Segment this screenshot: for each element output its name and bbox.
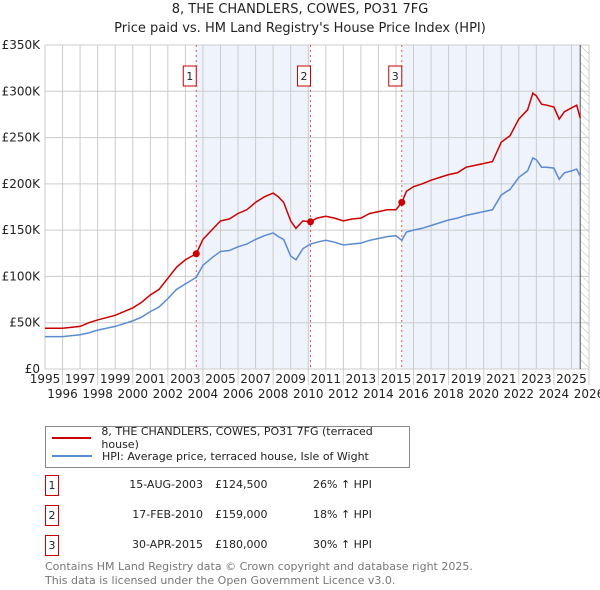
sale-price: £159,000 <box>215 508 268 521</box>
x-tick-label: 2013 <box>346 372 377 386</box>
x-tick-label: 2022 <box>504 387 535 401</box>
footer-line-2: This data is licensed under the Open Gov… <box>45 574 396 587</box>
x-tick-label: 1995 <box>30 372 61 386</box>
y-tick-label: £300K <box>2 84 42 98</box>
legend: 8, THE CHANDLERS, COWES, PO31 7FG (terra… <box>45 425 410 468</box>
legend-label: HPI: Average price, terraced house, Isle… <box>102 449 369 463</box>
sale-label-box <box>297 65 312 87</box>
x-tick-label: 1997 <box>65 372 96 386</box>
sale-point <box>398 198 406 206</box>
x-tick-label: 2004 <box>188 387 219 401</box>
sale-hpi: 18% ↑ HPI <box>313 508 372 521</box>
legend-item-hpi: HPI: Average price, terraced house, Isle… <box>52 448 369 464</box>
x-tick-label: 2024 <box>539 387 570 401</box>
shaded-range <box>196 45 311 369</box>
legend-swatch-red <box>52 437 92 439</box>
x-tick-label: 1996 <box>47 387 78 401</box>
sale-label: 3 <box>392 70 399 83</box>
x-tick-label: 2025 <box>556 372 587 386</box>
x-tick-label: 2003 <box>170 372 201 386</box>
x-tick-label: 2017 <box>416 372 447 386</box>
y-tick-label: £350K <box>2 38 42 52</box>
x-tick-label: 2012 <box>328 387 359 401</box>
x-tick-label: 1998 <box>82 387 113 401</box>
series-line-hpi <box>45 156 581 338</box>
sale-label: 2 <box>301 70 308 83</box>
legend-label: 8, THE CHANDLERS, COWES, PO31 7FG (terra… <box>101 425 373 451</box>
y-tick-label: £0 <box>25 362 40 376</box>
sale-marker-box: 1 <box>45 475 59 496</box>
x-tick-label: 2009 <box>275 372 306 386</box>
x-tick-label: 2021 <box>486 372 517 386</box>
sale-date: 17-FEB-2010 <box>132 508 203 521</box>
sale-date: 30-APR-2015 <box>131 538 203 551</box>
sale-hpi: 30% ↑ HPI <box>313 538 372 551</box>
x-tick-label: 2000 <box>117 387 148 401</box>
x-tick-label: 1999 <box>100 372 131 386</box>
forecast-hatch <box>580 45 589 369</box>
x-tick-label: 2019 <box>451 372 482 386</box>
y-tick-label: £100K <box>2 269 42 283</box>
x-tick-label: 2015 <box>381 372 412 386</box>
x-tick-label: 2018 <box>433 387 464 401</box>
sale-marker-box: 3 <box>45 535 59 556</box>
x-tick-label: 2023 <box>521 372 552 386</box>
x-tick-label: 2006 <box>223 387 254 401</box>
x-tick-label: 2005 <box>205 372 236 386</box>
sale-label-box <box>388 65 403 87</box>
y-tick-label: £250K <box>2 131 42 145</box>
sale-point <box>307 218 315 226</box>
plot-area: 1995199619971998199920002001200220032004… <box>2 38 600 401</box>
x-tick-label: 2016 <box>398 387 429 401</box>
sale-date: 15-AUG-2003 <box>129 478 203 491</box>
sale-point <box>192 250 200 258</box>
series-line-property <box>45 91 581 330</box>
chart-title: 8, THE CHANDLERS, COWES, PO31 7FG <box>171 2 429 17</box>
x-tick-label: 2001 <box>135 372 166 386</box>
sale-marker-box: 2 <box>45 505 59 526</box>
y-tick-label: £50K <box>9 316 41 330</box>
sale-label: 1 <box>186 70 193 83</box>
footer-line-1: Contains HM Land Registry data © Crown c… <box>45 560 473 573</box>
x-tick-label: 2011 <box>311 372 342 386</box>
sale-hpi: 26% ↑ HPI <box>313 478 372 491</box>
y-tick-label: £150K <box>2 223 42 237</box>
x-tick-label: 2014 <box>363 387 394 401</box>
y-tick-label: £200K <box>2 177 42 191</box>
sale-price: £180,000 <box>215 538 268 551</box>
sale-label-box <box>182 65 197 87</box>
x-tick-label: 2002 <box>153 387 184 401</box>
chart-subtitle: Price paid vs. HM Land Registry's House … <box>114 21 486 36</box>
x-tick-label: 2010 <box>293 387 324 401</box>
x-tick-label: 2007 <box>240 372 271 386</box>
legend-swatch-blue <box>52 455 92 457</box>
x-tick-label: 2008 <box>258 387 289 401</box>
sale-price: £124,500 <box>215 478 268 491</box>
x-tick-label: 2020 <box>468 387 499 401</box>
legend-item-property: 8, THE CHANDLERS, COWES, PO31 7FG (terra… <box>52 425 409 451</box>
x-tick-label: 2026 <box>574 387 600 401</box>
